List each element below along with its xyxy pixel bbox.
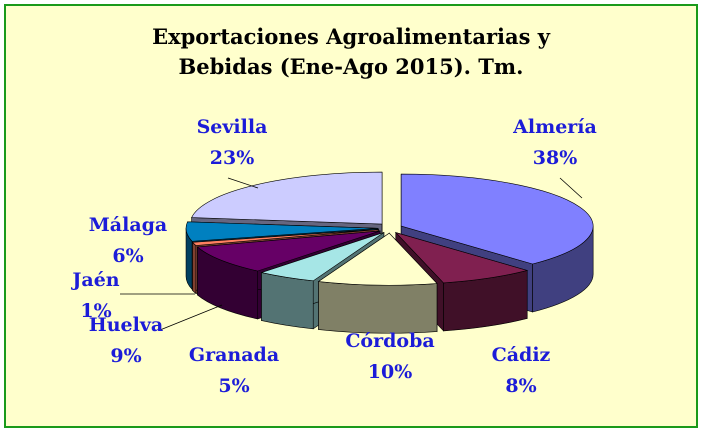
leader-line xyxy=(559,177,583,199)
slice-label: Málaga xyxy=(89,214,167,236)
slice-top xyxy=(191,229,379,246)
slice-top xyxy=(400,173,594,265)
slice-value-label: 10% xyxy=(368,361,413,383)
slice-label: Huelva xyxy=(89,314,163,336)
slice-top xyxy=(191,171,383,225)
slice-wall xyxy=(192,241,197,295)
slice-top xyxy=(260,232,385,282)
slice-top xyxy=(185,221,379,242)
chart-title: Exportaciones Agroalimentarias y Bebidas… xyxy=(152,24,550,79)
slice-label: Córdoba xyxy=(345,330,434,352)
slice-label: Granada xyxy=(189,344,279,366)
slice-value-label: 8% xyxy=(505,375,536,397)
slice-value-label: 5% xyxy=(218,375,249,397)
slice-value-label: 1% xyxy=(80,300,111,322)
leader-line xyxy=(159,304,223,331)
slice-value-label: 23% xyxy=(210,147,255,169)
slice-top xyxy=(394,231,529,284)
slice-label: Cádiz xyxy=(492,344,551,366)
slice-value-label: 6% xyxy=(112,245,143,267)
slice-value-label: 38% xyxy=(533,147,578,169)
slice xyxy=(317,232,438,334)
leader-line xyxy=(227,177,259,189)
slice-top xyxy=(317,232,438,286)
slice-value-label: 9% xyxy=(110,345,141,367)
slice-top xyxy=(196,230,381,272)
slice-label: Jaén xyxy=(70,269,119,291)
slice-label: Sevilla xyxy=(197,116,268,138)
slice-label: Almería xyxy=(512,116,597,138)
slice-wall xyxy=(318,281,438,334)
slice-wall xyxy=(261,272,314,330)
